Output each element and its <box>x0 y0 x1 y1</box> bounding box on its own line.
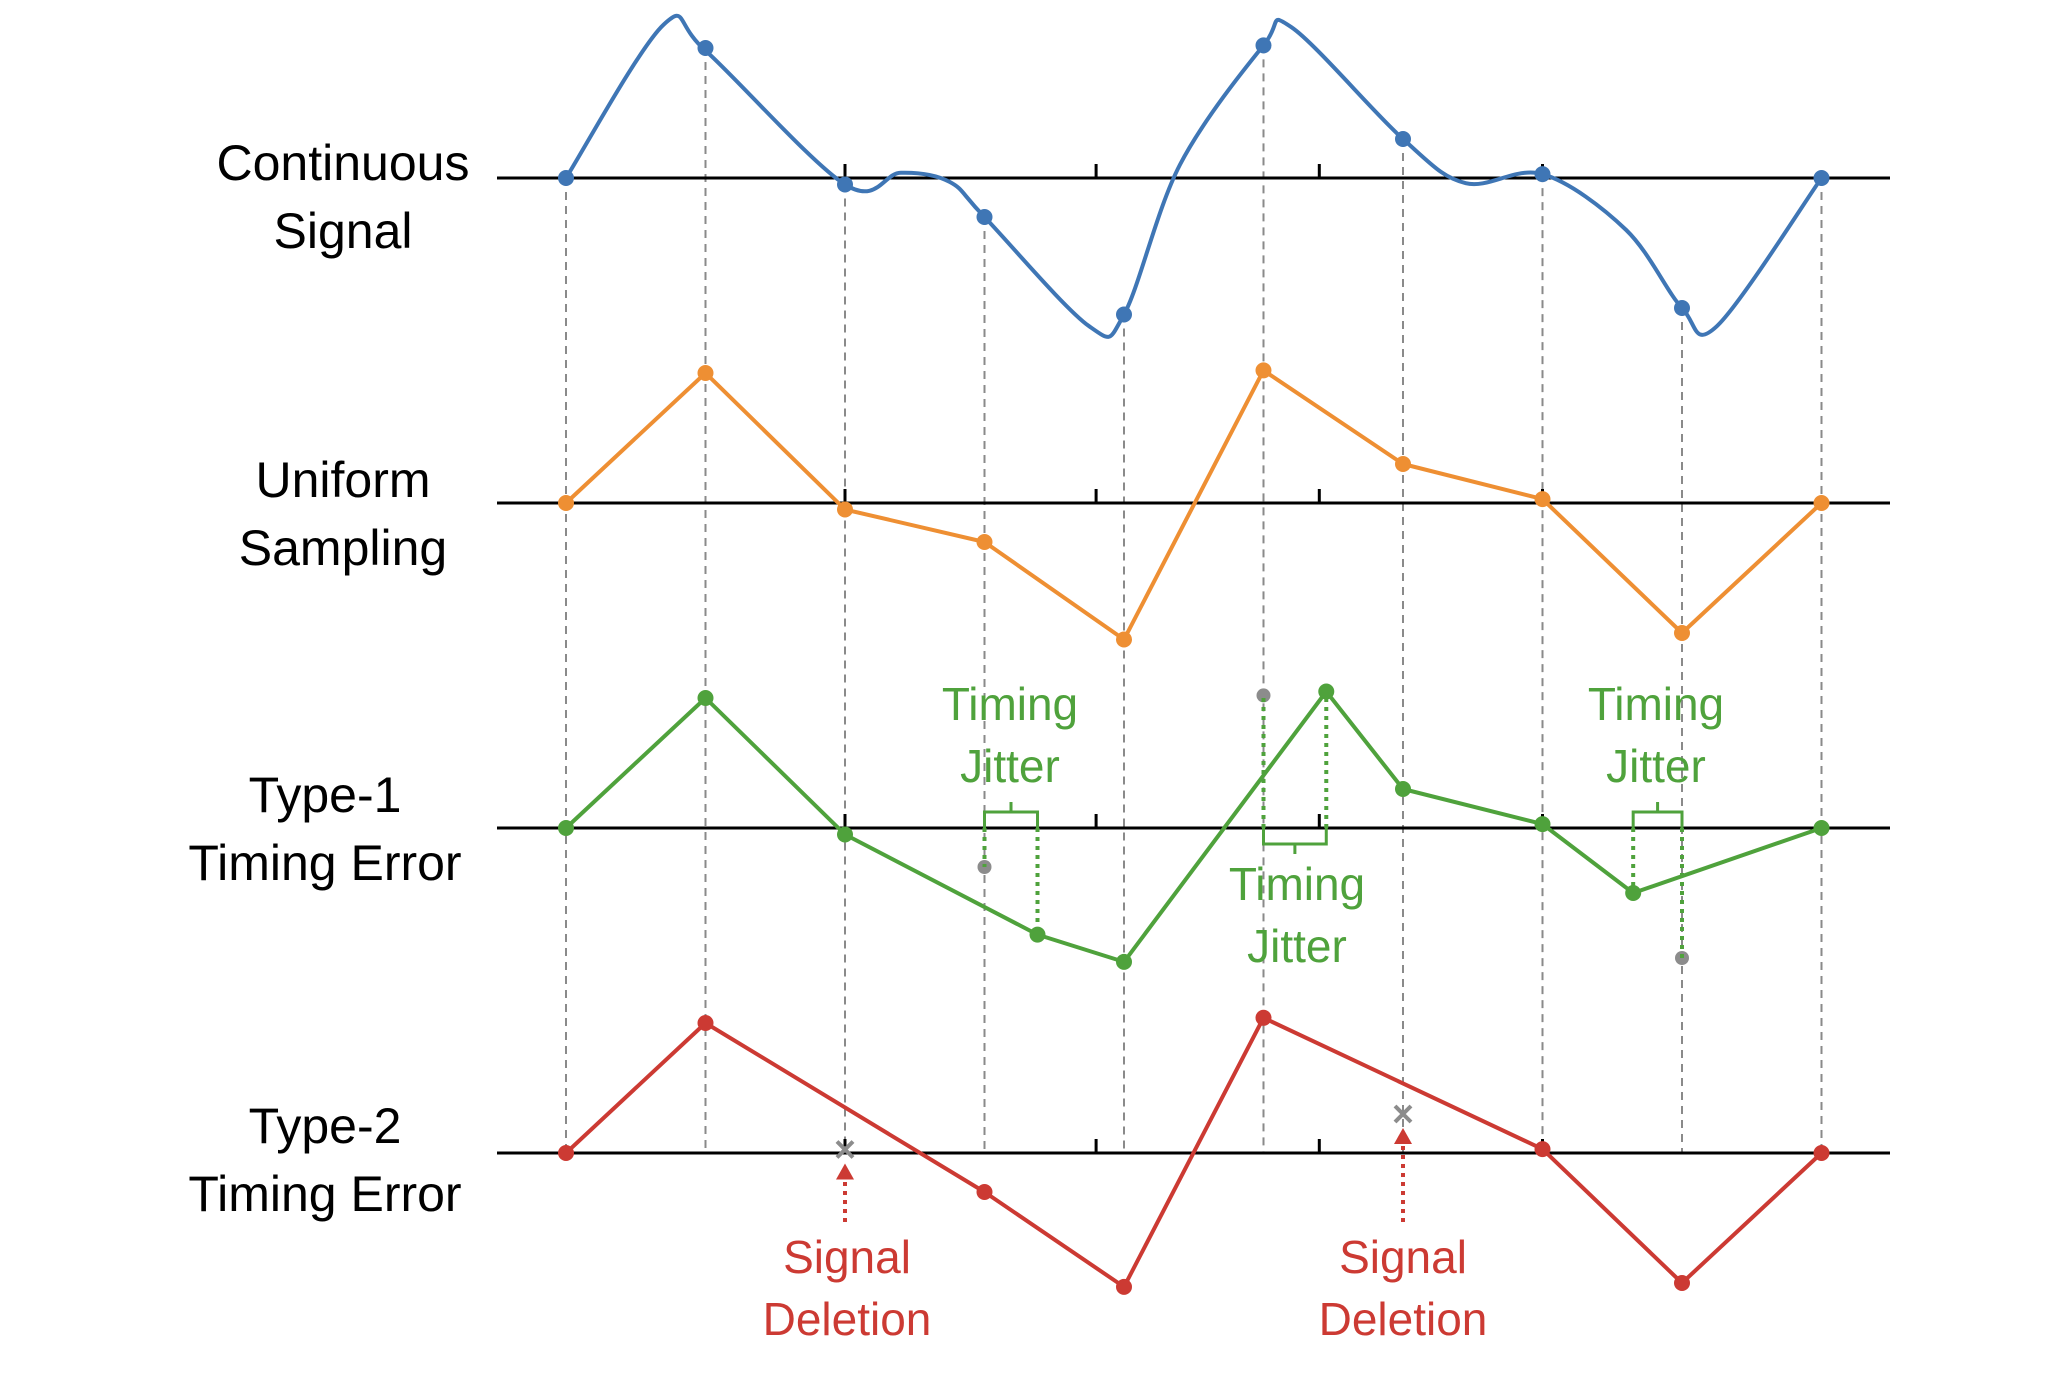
deletion-annotation-1-line1: Signal <box>783 1231 911 1283</box>
continuous-sample-point <box>1813 170 1830 186</box>
jitter-annotation-3-line1: Timing <box>1588 678 1724 730</box>
uniform-sample-point <box>837 501 853 518</box>
continuous-sample-point <box>837 176 853 193</box>
deletion-arrow-head <box>1394 1128 1412 1144</box>
type1-sample-point <box>837 826 853 843</box>
jitter-annotation-2-line1: Timing <box>1229 858 1365 910</box>
type2-sample-point <box>1534 1141 1551 1158</box>
type2-sample-point <box>976 1184 993 1200</box>
type2-sampled-line <box>564 1015 1823 1289</box>
row-label-type1-line1: Type-1 <box>249 767 402 823</box>
deletion-annotation-1-line2: Deletion <box>763 1293 932 1345</box>
continuous-sample-point <box>1116 306 1132 323</box>
type1-sampled-line <box>564 689 1823 964</box>
deleted-sample-marker <box>835 1140 855 1159</box>
uniform-sample-point <box>1813 495 1830 511</box>
type2-sample-point <box>1674 1275 1690 1291</box>
type1-sample-point <box>1534 816 1551 833</box>
uniform-sample-point <box>1395 456 1411 472</box>
continuous-sample-point <box>976 209 993 225</box>
row-label-continuous-line2: Signal <box>274 203 413 259</box>
jitter-annotation-1-line2: Jitter <box>960 740 1060 792</box>
type2-sample-point <box>697 1015 714 1031</box>
uniform-sample-point <box>1255 362 1272 379</box>
uniform-sample-point <box>1116 631 1132 648</box>
row-type-1-timing-error: Type-1 Timing Error Timing Jitter Timing… <box>188 678 1890 972</box>
continuous-sample-point <box>1395 131 1411 147</box>
row-type-2-timing-error: Type-2 Timing Error Signal Deletion Sign… <box>188 1009 1890 1345</box>
deletion-annotation-2-line2: Deletion <box>1319 1293 1488 1345</box>
type2-sample-point <box>1813 1145 1830 1161</box>
deletion-arrow-head <box>836 1163 854 1180</box>
deleted-sample-marker <box>1393 1104 1413 1124</box>
row-label-type2-line2: Timing Error <box>188 1166 461 1222</box>
uniform-sample-point <box>697 365 714 381</box>
continuous-sample-point <box>1674 300 1690 316</box>
deletion-annotation-2-line1: Signal <box>1339 1231 1467 1283</box>
row-label-continuous-line1: Continuous <box>217 135 470 191</box>
row-continuous-signal: Continuous Signal <box>217 13 1890 339</box>
uniform-sampling-line <box>564 368 1823 642</box>
uniform-sample-point <box>558 495 574 511</box>
row-uniform-sampling: Uniform Sampling <box>239 362 1890 648</box>
row-label-type1-line2: Timing Error <box>188 835 461 891</box>
type1-sample-point <box>1395 781 1411 797</box>
continuous-sample-point <box>697 40 714 56</box>
type1-sample-point <box>1813 820 1830 836</box>
jitter-bracket <box>983 802 1040 828</box>
continuous-sample-point <box>1255 37 1272 54</box>
uniform-sample-point <box>1534 491 1551 508</box>
type1-sample-point <box>1029 926 1046 943</box>
type2-sample-point <box>1116 1278 1132 1295</box>
continuous-sample-point <box>558 170 574 186</box>
original-position-point <box>1256 688 1271 703</box>
uniform-sample-point <box>1674 625 1690 641</box>
row-label-uniform-line1: Uniform <box>255 452 430 508</box>
type1-sample-point <box>558 820 574 836</box>
jitter-annotation-2-line2: Jitter <box>1247 920 1347 972</box>
jitter-bracket <box>1631 802 1684 828</box>
row-label-uniform-line2: Sampling <box>239 520 447 576</box>
type2-sample-point <box>558 1145 574 1161</box>
jitter-annotation-3-line2: Jitter <box>1606 740 1706 792</box>
continuous-signal-curve <box>564 13 1824 339</box>
uniform-sample-point <box>976 534 993 550</box>
type2-sample-point <box>1255 1009 1272 1026</box>
continuous-sample-point <box>1534 166 1551 183</box>
jitter-bracket <box>1262 828 1328 854</box>
sample-guide-lines <box>565 45 1823 1153</box>
row-label-type2-line1: Type-2 <box>249 1098 402 1154</box>
type1-sample-point <box>1116 953 1132 970</box>
type1-sample-point <box>697 690 714 706</box>
jitter-annotation-1-line1: Timing <box>942 678 1078 730</box>
